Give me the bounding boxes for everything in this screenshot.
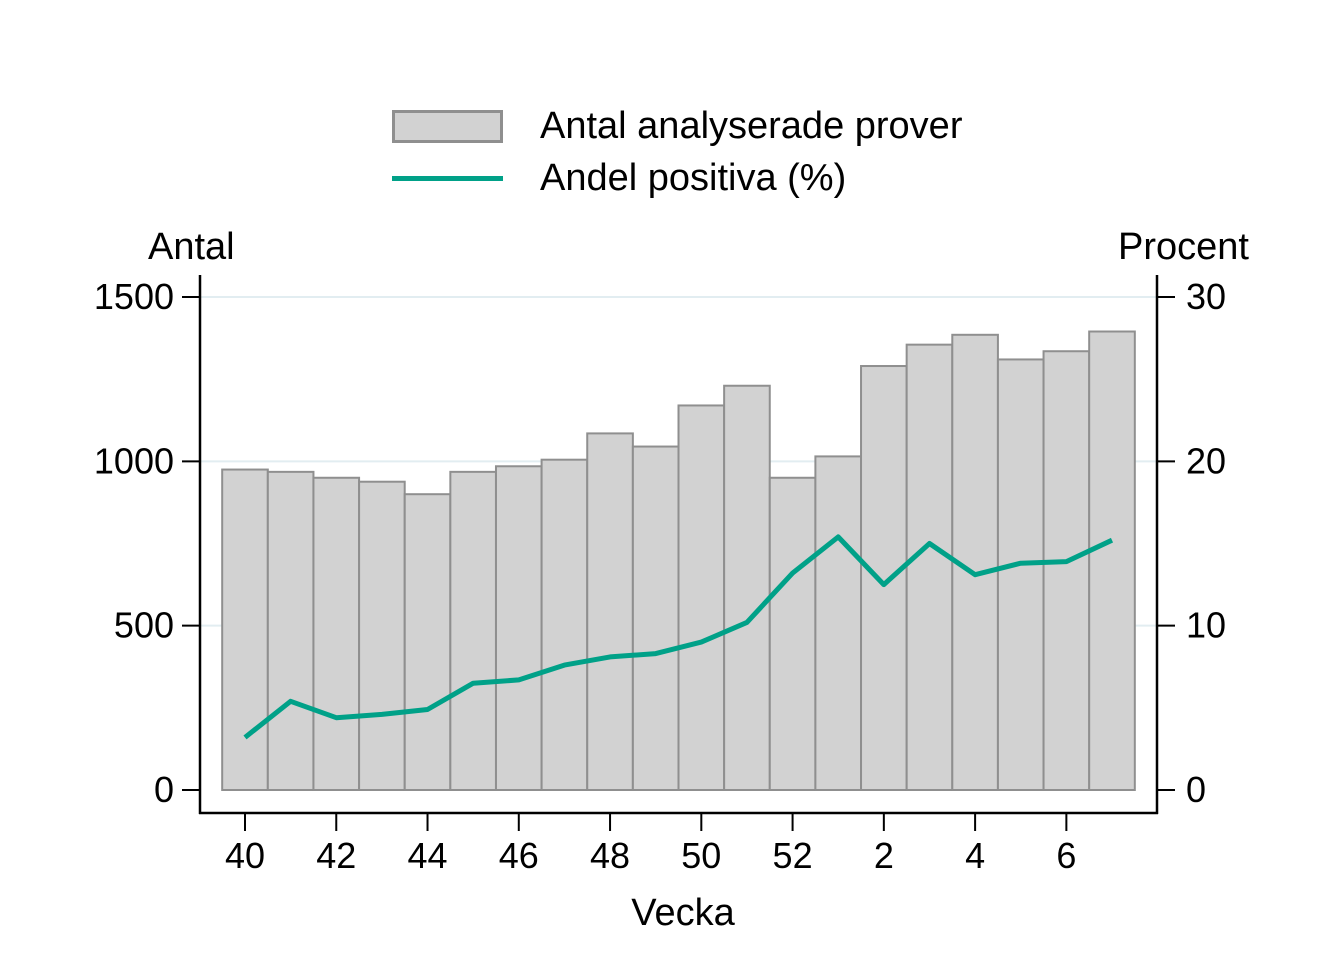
bar-week-43 [358,480,406,791]
bar-week-45 [449,470,497,791]
right-tick-label-20: 20 [1186,440,1226,481]
right-tick-label-0: 0 [1186,769,1206,810]
bar-week-44 [403,493,452,791]
bar-week-7 [1088,330,1136,791]
bar-week-2 [860,365,908,791]
right-tick-label-30: 30 [1186,276,1226,317]
bar-week-41 [266,470,315,791]
x-tick-label-42: 42 [316,835,356,876]
x-tick-label-4: 4 [965,835,985,876]
x-tick-label-52: 52 [773,835,813,876]
legend-item-bars: Antal analyserade prover [392,104,962,148]
bar-swatch [392,109,503,143]
legend-item-line: Andel positiva (%) [392,156,962,200]
bar-week-48 [586,432,634,791]
x-tick-label-44: 44 [408,835,448,876]
bar-week-51 [723,384,771,791]
x-tick-label-46: 46 [499,835,539,876]
left-tick-label-1500: 1500 [94,276,174,317]
left-tick-label-1000: 1000 [94,440,174,481]
bar-week-52 [768,476,817,791]
left-tick-label-500: 500 [114,605,174,646]
legend-label-line: Andel positiva (%) [540,157,847,199]
right-axis-title: Procent [1118,226,1249,268]
x-tick-label-6: 6 [1056,835,1076,876]
positive-share-line [243,534,1114,740]
x-axis-title: Vecka [631,892,735,934]
legend-label-bars: Antal analyserade prover [540,105,963,147]
bar-week-49 [631,445,680,791]
right-tick-label-10: 10 [1186,605,1226,646]
line-swatch [392,175,503,181]
bar-week-47 [540,458,589,791]
x-tick-label-40: 40 [225,835,265,876]
x-tick-label-2: 2 [874,835,894,876]
bar-week-5 [996,358,1045,791]
bar-week-42 [312,476,361,791]
x-tick-label-48: 48 [590,835,630,876]
bar-week-50 [677,404,726,791]
x-tick-label-50: 50 [681,835,721,876]
left-axis-title: Antal [148,226,235,268]
bar-week-46 [494,465,543,791]
bar-week-3 [905,343,954,791]
left-tick-label-0: 0 [154,769,174,810]
bar-week-6 [1042,350,1091,791]
legend: Antal analyserade prover Andel positiva … [392,104,962,208]
bar-week-40 [221,468,269,791]
bar-week-1 [814,455,863,791]
